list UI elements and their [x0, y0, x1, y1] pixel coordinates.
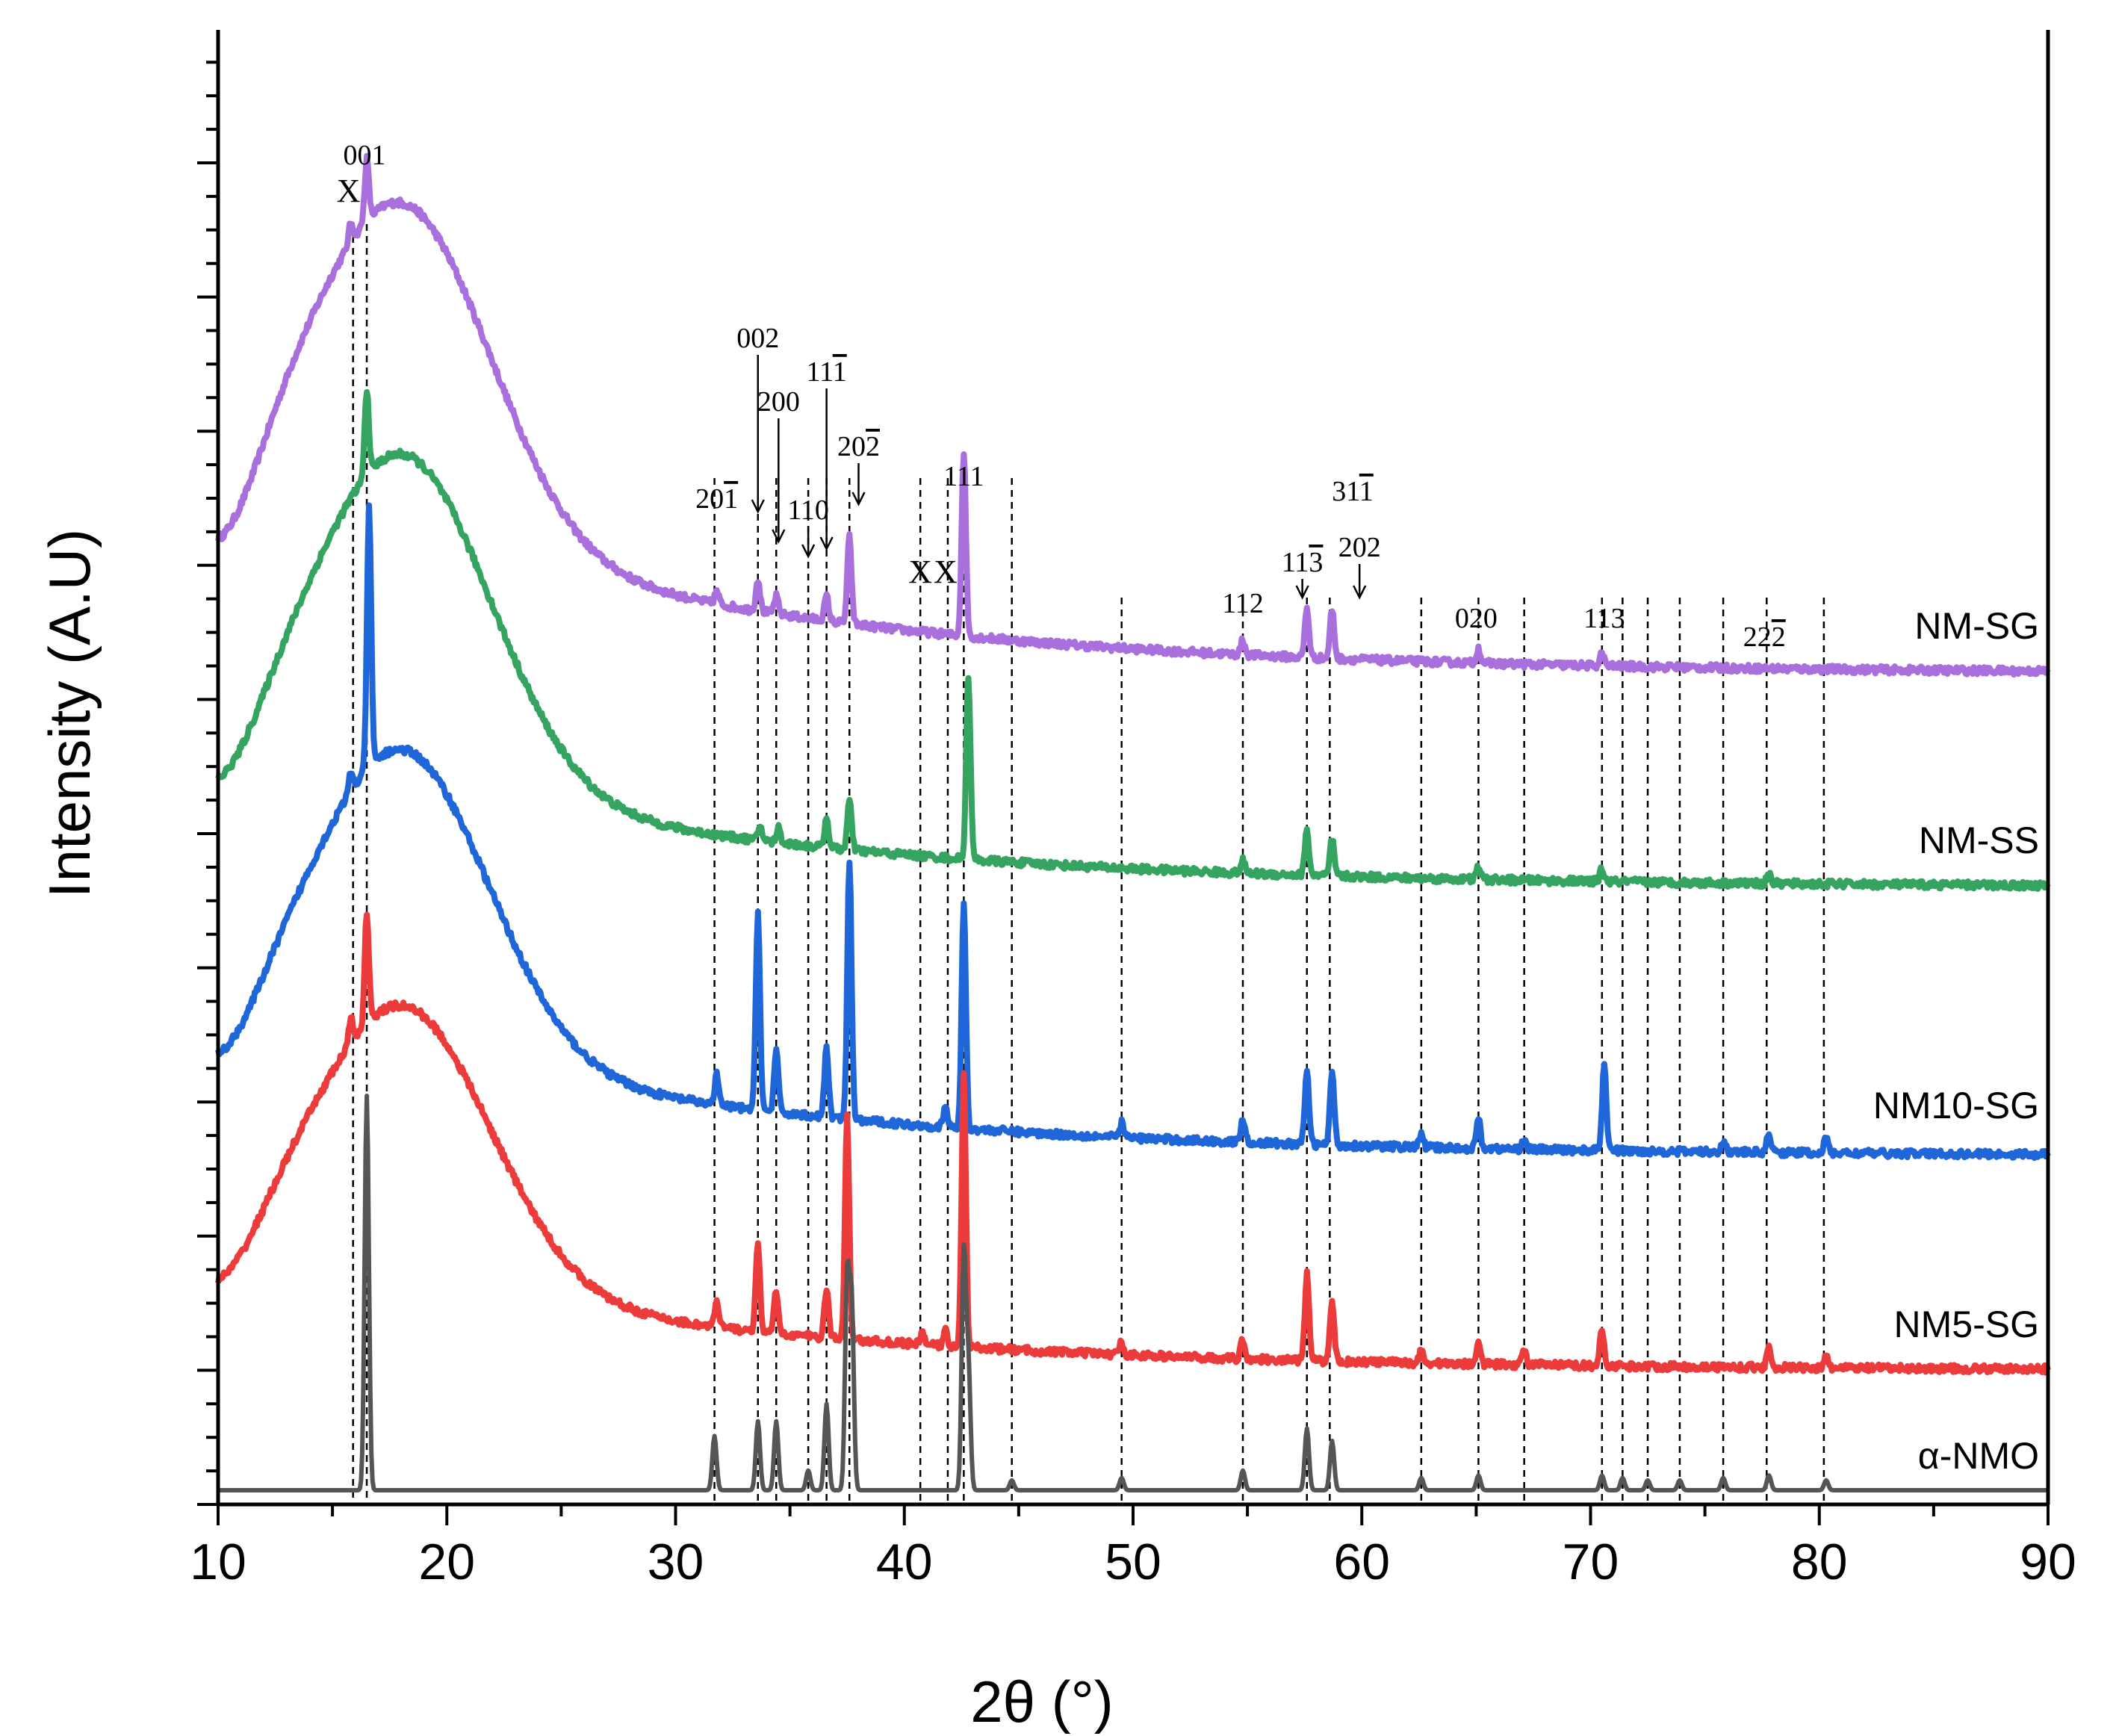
- x-tick-label: 20: [418, 1534, 475, 1590]
- x-tick-label: 60: [1333, 1534, 1390, 1590]
- annotation-14: 202: [1338, 532, 1381, 563]
- annotation-arrowhead-1: [772, 529, 786, 544]
- annotation-9: X: [934, 554, 958, 590]
- annotation-7: 110: [787, 495, 829, 526]
- annotation-arrowhead-5: [1295, 585, 1309, 600]
- x-tick-label: 80: [1791, 1534, 1848, 1590]
- annotation-10: 111: [943, 461, 984, 492]
- series-line-nm-ss: [215, 388, 2051, 892]
- series-line--nmo: [217, 1094, 2050, 1492]
- annotation-16: 113: [1583, 603, 1625, 634]
- series-line-nm10-sg: [215, 502, 2051, 1162]
- x-tick-label: 90: [2020, 1534, 2076, 1590]
- x-axis-label: 2θ (°): [970, 1669, 1114, 1735]
- axes: 10 20 30 40 50 60 70 80 90: [190, 30, 2076, 1590]
- x-tick-label: 70: [1563, 1534, 1619, 1590]
- annotation-arrowhead-6: [1353, 585, 1367, 600]
- annotation-2: 002: [736, 323, 779, 354]
- annotation-15: 020: [1455, 603, 1498, 634]
- annotation-0: 001: [344, 140, 386, 171]
- annotation-13: 311: [1332, 476, 1374, 507]
- series-line-nm5-sg: [215, 911, 2051, 1376]
- annotation-8: X: [908, 554, 932, 590]
- annotation-17: 222: [1743, 621, 1786, 653]
- annotation-arrowhead-4: [801, 544, 816, 559]
- annotation-arrowhead-0: [751, 499, 765, 514]
- annotation-6: 201: [695, 483, 738, 515]
- annotation-11: 112: [1222, 588, 1264, 619]
- x-tick-label: 50: [1105, 1534, 1161, 1590]
- series-line-nm-sg: [215, 152, 2051, 678]
- series-label: NM10-SG: [1873, 1085, 2039, 1126]
- series-lines: NM-SG NM-SS NM10-SG NM5-SG α-NMO: [215, 152, 2051, 1492]
- series-label: NM5-SG: [1894, 1303, 2039, 1345]
- series-label: α-NMO: [1918, 1435, 2039, 1477]
- series-label: NM-SG: [1914, 605, 2039, 647]
- annotation-arrowhead-3: [851, 492, 866, 506]
- x-tick-label: 40: [876, 1534, 933, 1590]
- series-label: NM-SS: [1919, 819, 2039, 861]
- x-tick-label: 30: [648, 1534, 704, 1590]
- x-tick-label: 10: [190, 1534, 246, 1590]
- annotation-5: 202: [837, 431, 880, 462]
- annotation-1: X: [337, 173, 361, 209]
- annotation-12: 113: [1282, 547, 1324, 578]
- annotation-3: 200: [757, 386, 800, 418]
- y-axis-label: Intensity (A.U): [37, 529, 102, 898]
- annotation-arrowhead-2: [819, 536, 834, 551]
- annotation-4: 111: [807, 356, 847, 388]
